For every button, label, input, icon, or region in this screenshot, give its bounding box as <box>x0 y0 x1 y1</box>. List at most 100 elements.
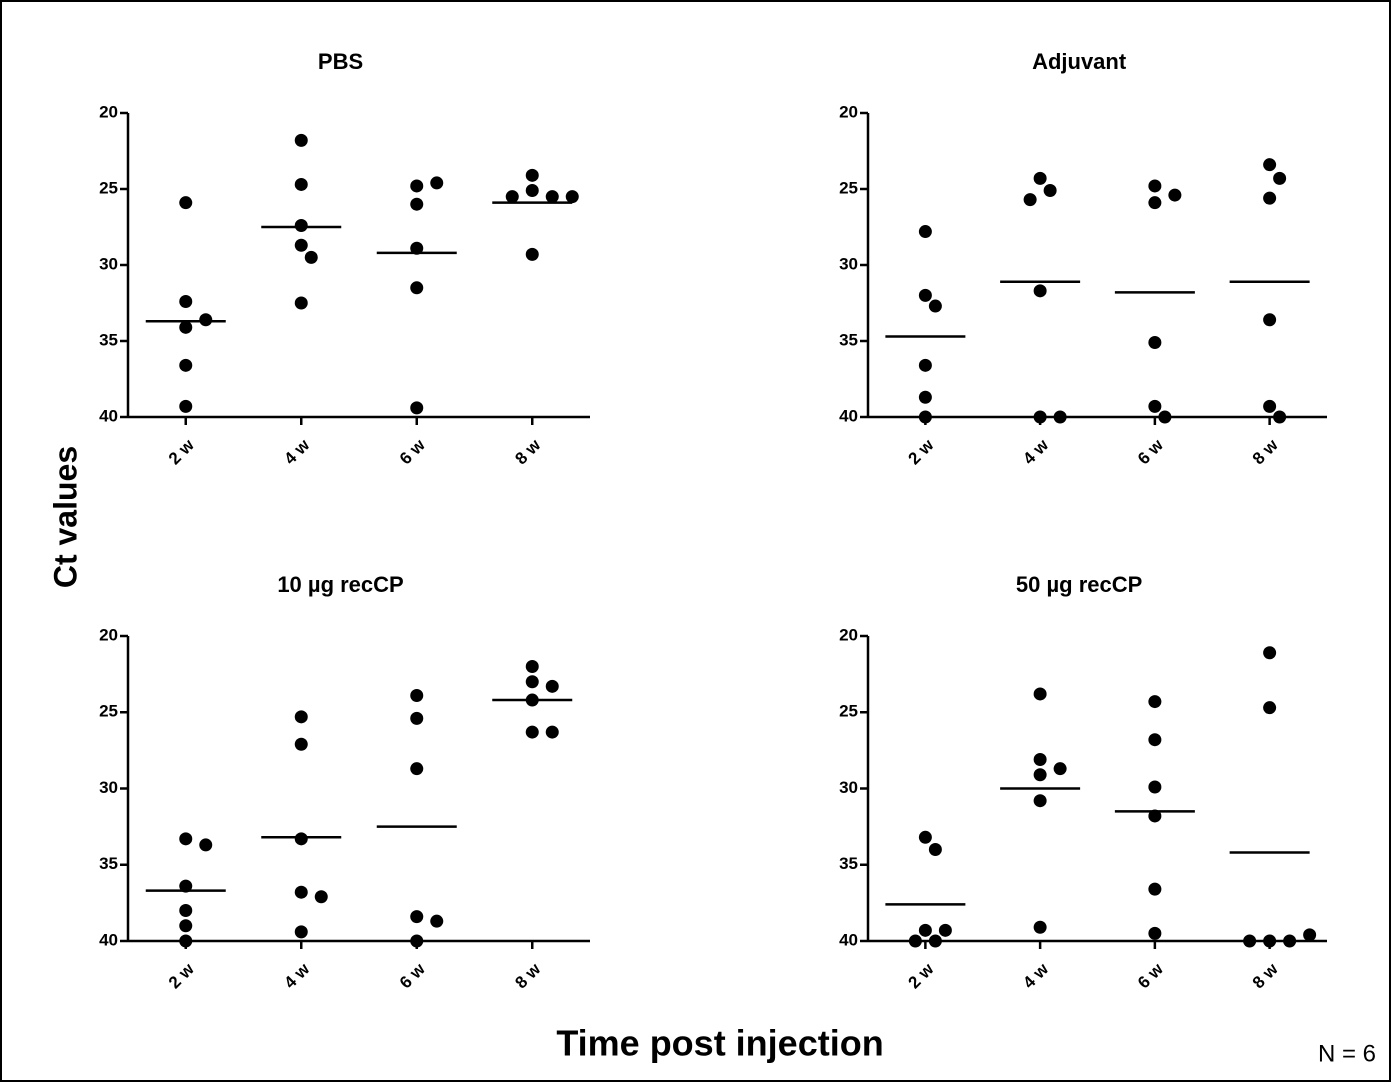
data-point <box>179 832 193 846</box>
data-point <box>1033 687 1047 701</box>
data-point <box>294 832 308 846</box>
data-point <box>314 890 328 904</box>
data-point <box>199 313 213 327</box>
data-point <box>294 885 308 899</box>
data-point <box>505 190 519 204</box>
data-point <box>1263 191 1277 205</box>
data-point <box>410 934 424 948</box>
data-point <box>928 299 942 313</box>
data-point <box>1033 920 1047 934</box>
data-point <box>928 843 942 856</box>
data-point <box>918 288 932 302</box>
y-tick-label: 40 <box>839 406 858 425</box>
data-point <box>410 179 424 193</box>
y-tick-label: 35 <box>99 854 118 873</box>
data-point <box>1263 399 1277 413</box>
y-tick-label: 25 <box>99 178 118 197</box>
data-point <box>908 934 922 948</box>
data-point <box>179 320 193 334</box>
sample-size-note: N = 6 <box>1318 1040 1376 1067</box>
data-point <box>1148 926 1162 940</box>
data-point <box>430 176 444 190</box>
y-tick-label: 35 <box>839 854 858 873</box>
data-point <box>179 934 193 948</box>
data-point <box>304 250 318 264</box>
panel-title: PBS <box>318 49 363 74</box>
y-tick-label: 20 <box>99 625 118 644</box>
data-point <box>918 830 932 844</box>
data-point <box>179 294 193 308</box>
data-point <box>918 358 932 372</box>
data-point <box>1148 179 1162 193</box>
y-tick-label: 20 <box>839 625 858 644</box>
y-tick-label: 40 <box>99 930 118 949</box>
data-point <box>1148 733 1162 747</box>
data-point <box>179 196 193 210</box>
data-point <box>938 923 952 937</box>
data-point <box>179 904 193 917</box>
data-point <box>545 190 559 204</box>
data-point <box>525 660 539 673</box>
data-point <box>525 693 539 707</box>
data-point <box>199 838 213 852</box>
data-point <box>410 910 424 924</box>
data-point <box>1148 882 1162 896</box>
data-point <box>1033 171 1047 185</box>
data-point <box>179 879 193 893</box>
panel-title: 50 µg recCP <box>1016 572 1142 597</box>
data-point <box>1148 695 1162 709</box>
x-axis-label: Time post injection <box>556 1023 883 1064</box>
data-point <box>1033 794 1047 808</box>
data-point <box>1023 193 1037 207</box>
data-point <box>294 177 308 191</box>
data-point <box>410 762 424 776</box>
y-tick-label: 25 <box>839 178 858 197</box>
data-point <box>1148 809 1162 823</box>
data-point <box>1263 313 1277 327</box>
data-point <box>294 238 308 252</box>
y-tick-label: 30 <box>99 254 118 273</box>
data-point <box>1033 768 1047 782</box>
data-point <box>1053 762 1067 776</box>
data-point <box>294 218 308 232</box>
data-point <box>545 725 559 739</box>
data-point <box>294 710 308 724</box>
data-point <box>410 711 424 725</box>
data-point <box>1148 780 1162 794</box>
y-tick-label: 30 <box>839 778 858 797</box>
y-tick-label: 35 <box>839 330 858 349</box>
data-point <box>1148 336 1162 350</box>
y-tick-label: 35 <box>99 330 118 349</box>
data-point <box>410 281 424 295</box>
data-point <box>179 919 193 933</box>
data-point <box>1263 934 1277 948</box>
data-point <box>179 358 193 372</box>
data-point <box>1303 928 1317 942</box>
y-tick-label: 20 <box>839 102 858 121</box>
y-tick-label: 40 <box>99 406 118 425</box>
data-point <box>294 737 308 751</box>
data-point <box>1033 753 1047 767</box>
panel-title: 10 µg recCP <box>277 572 403 597</box>
y-tick-label: 20 <box>99 102 118 121</box>
data-point <box>918 390 932 404</box>
data-point <box>410 197 424 211</box>
data-point <box>179 399 193 413</box>
panel-title: Adjuvant <box>1032 49 1127 74</box>
data-point <box>1158 410 1172 424</box>
data-point <box>430 914 444 928</box>
data-point <box>1273 171 1287 185</box>
y-tick-label: 25 <box>839 702 858 721</box>
data-point <box>294 133 308 147</box>
data-point <box>525 168 539 182</box>
y-tick-label: 40 <box>839 930 858 949</box>
data-point <box>1053 410 1067 424</box>
data-point <box>1033 284 1047 298</box>
data-point <box>1283 934 1297 948</box>
data-point <box>525 184 539 198</box>
y-axis-label: Ct values <box>47 446 83 588</box>
y-tick-label: 30 <box>99 778 118 797</box>
data-point <box>525 675 539 689</box>
